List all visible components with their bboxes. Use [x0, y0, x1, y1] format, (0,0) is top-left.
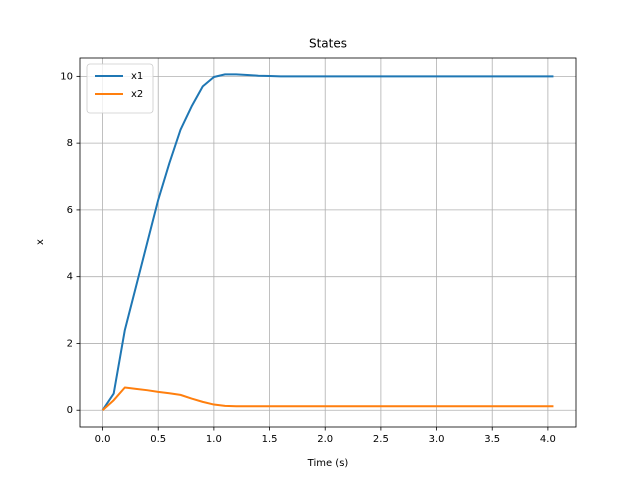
- x-tick-label: 3.5: [484, 434, 500, 445]
- x-tick-label: 4.0: [540, 434, 556, 445]
- y-tick-label: 6: [67, 205, 73, 216]
- line-series: [101, 386, 554, 411]
- y-tick-label: 8: [67, 138, 73, 149]
- plot-frame: [79, 57, 577, 428]
- chart-title: States: [309, 37, 347, 51]
- y-tick-label: 2: [67, 338, 73, 349]
- x-tick-label: 1.5: [262, 434, 278, 445]
- y-axis-label: x: [35, 239, 46, 245]
- y-tick-label: 10: [60, 71, 73, 82]
- x-tick-label: 2.5: [373, 434, 389, 445]
- y-tick-label: 4: [67, 272, 73, 283]
- x-tick-label: 3.0: [429, 434, 445, 445]
- x-axis-label: Time (s): [307, 458, 349, 469]
- legend-label: x2: [131, 89, 143, 100]
- x-tick-label: 1.0: [206, 434, 222, 445]
- x-tick-label: 0.0: [95, 434, 111, 445]
- y-tick-label: 0: [67, 405, 73, 416]
- x-tick-label: 2.0: [317, 434, 333, 445]
- x-tick-label: 0.5: [150, 434, 166, 445]
- line-series: [101, 73, 554, 411]
- legend-label: x1: [131, 71, 143, 82]
